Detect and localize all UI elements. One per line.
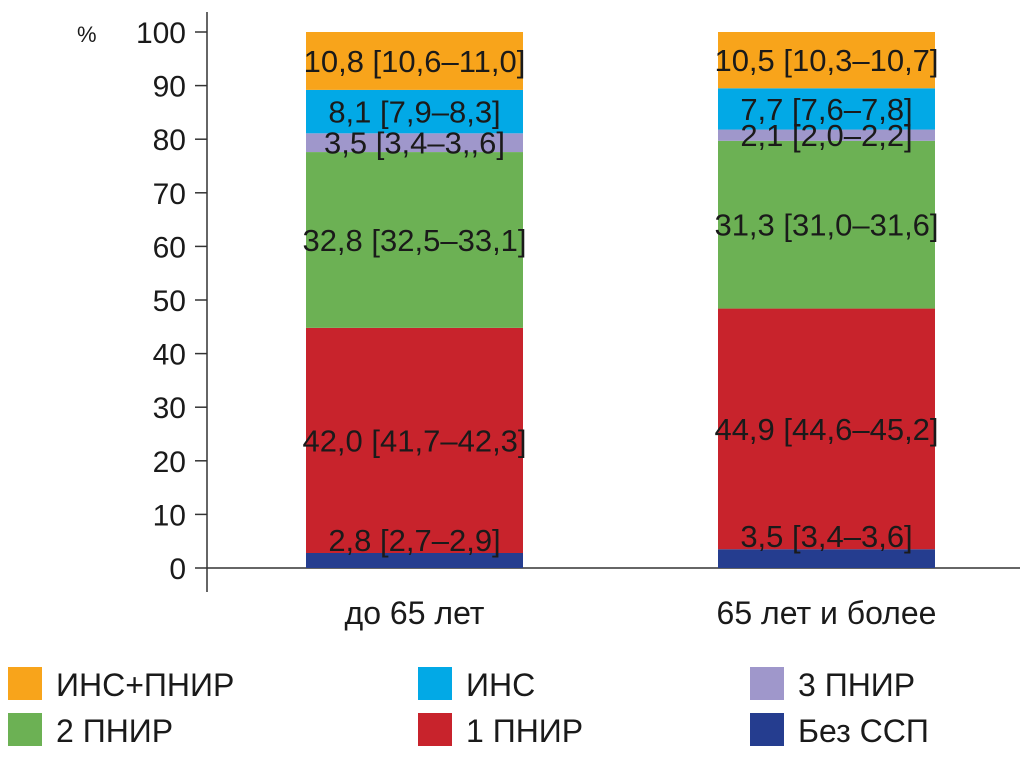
legend-swatch (418, 667, 452, 700)
y-tick-label: 0 (169, 553, 186, 586)
legend-swatch (750, 667, 784, 700)
bar-segment (306, 552, 523, 568)
legend-swatch (8, 667, 42, 700)
data-label: 2,1 [2,0–2,2] (740, 118, 912, 153)
y-axis: 0 10 20 30 40 50 60 70 80 90 100 (136, 12, 1020, 592)
x-axis-category-labels: до 65 лет 65 лет и более (345, 595, 937, 631)
data-label: 42,0 [41,7–42,3] (302, 423, 526, 458)
legend-swatch (418, 713, 452, 746)
legend-item: 1 ПНИР (418, 713, 583, 749)
bar-segment (306, 133, 523, 153)
y-tick-label: 90 (153, 71, 186, 104)
y-tick-label: 40 (153, 339, 186, 372)
data-label: 3,5 [3,4–3,6] (740, 519, 912, 554)
y-tick-label: 80 (153, 124, 186, 157)
data-label: 32,8 [32,5–33,1] (302, 223, 526, 258)
legend-item: ИНС+ПНИР (8, 667, 234, 703)
y-tick-label: 50 (153, 285, 186, 318)
bar-segment (718, 308, 935, 550)
y-tick-label: 30 (153, 392, 186, 425)
legend-label: Без ССП (798, 713, 929, 749)
legend-swatch (750, 713, 784, 746)
data-label: 2,8 [2,7–2,9] (328, 523, 500, 558)
legend-item: Без ССП (750, 713, 929, 749)
data-labels: 2,8 [2,7–2,9] 42,0 [41,7–42,3] 32,8 [32,5–… (302, 43, 938, 558)
data-label: 10,5 [10,3–10,7] (714, 43, 938, 78)
bar-segment (718, 140, 935, 309)
legend: ИНС+ПНИР ИНС 3 ПНИР 2 ПНИР 1 ПНИР Без ССП (8, 667, 929, 749)
legend-label: 2 ПНИР (56, 713, 173, 749)
x-category-label: до 65 лет (345, 595, 485, 631)
legend-item: 3 ПНИР (750, 667, 915, 703)
y-tick-label: 100 (136, 17, 186, 50)
legend-label: 1 ПНИР (466, 713, 583, 749)
legend-label: ИНС+ПНИР (56, 667, 234, 703)
bar-segment (306, 32, 523, 90)
y-tick-label: 20 (153, 446, 186, 479)
legend-item: ИНС (418, 667, 535, 703)
legend-label: ИНС (466, 667, 535, 703)
bar-segment (306, 152, 523, 328)
y-tick-label: 10 (153, 499, 186, 532)
y-axis-unit-label: % (77, 22, 97, 47)
x-category-label: 65 лет и более (717, 595, 937, 631)
data-label: 7,7 [7,6–7,8] (740, 92, 912, 127)
data-label: 3,5 [3,4–3,,6] (324, 126, 505, 161)
y-tick-label: 60 (153, 231, 186, 264)
bar-segment (306, 89, 523, 134)
bar-segment (718, 549, 935, 568)
bar-segment (718, 32, 935, 89)
bars (306, 32, 935, 568)
legend-label: 3 ПНИР (798, 667, 915, 703)
data-label: 44,9 [44,6–45,2] (714, 412, 938, 447)
y-tick-label: 70 (153, 178, 186, 211)
data-label: 10,8 [10,6–11,0] (304, 44, 526, 79)
bar-segment (306, 327, 523, 553)
bar-segment (718, 88, 935, 130)
legend-swatch (8, 713, 42, 746)
data-label: 31,3 [31,0–31,6] (714, 208, 938, 243)
legend-item: 2 ПНИР (8, 713, 173, 749)
bar-segment (718, 129, 935, 141)
data-label: 8,1 [7,9–8,3] (328, 95, 500, 130)
